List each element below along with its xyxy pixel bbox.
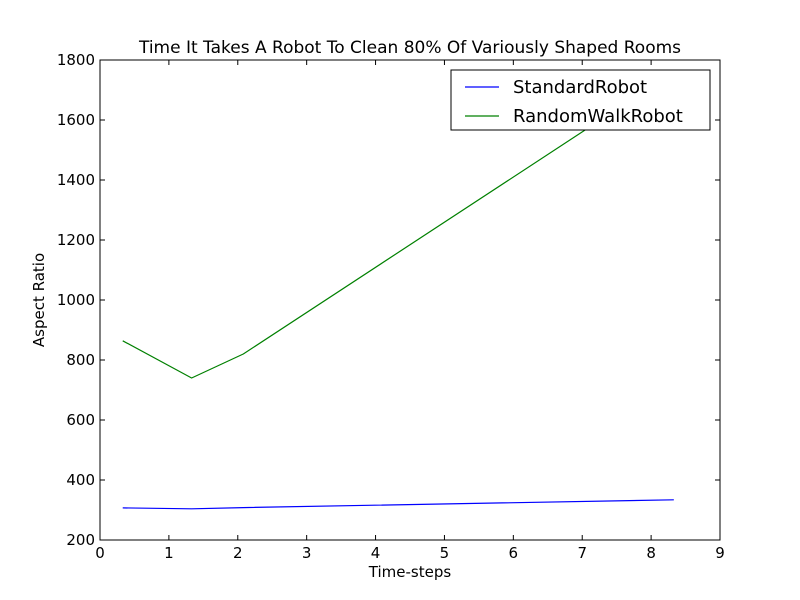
x-tick-label: 0 <box>95 544 105 562</box>
x-tick-label: 5 <box>440 544 450 562</box>
plot-background <box>100 60 720 540</box>
legend-label: StandardRobot <box>513 77 647 98</box>
x-tick-label: 7 <box>577 544 587 562</box>
x-tick-label: 9 <box>715 544 725 562</box>
x-axis-label: Time-steps <box>368 563 452 581</box>
y-tick-label: 800 <box>66 351 95 369</box>
plot-area: 0 1 2 3 4 5 6 7 8 9 200 400 600 800 1000 1200 1400 1600 18… <box>57 51 725 562</box>
y-tick-label: 1600 <box>57 111 95 129</box>
legend-box <box>450 69 711 131</box>
series-line-standardrobot <box>122 499 674 510</box>
x-tick-label: 4 <box>371 544 381 562</box>
plot-border <box>99 59 721 541</box>
series-layer <box>122 116 674 510</box>
y-tick-label: 1400 <box>57 171 95 189</box>
y-tick-label: 1000 <box>57 291 95 309</box>
x-tick-label: 2 <box>233 544 243 562</box>
legend-label: RandomWalkRobot <box>513 106 683 127</box>
y-tick-label: 200 <box>66 531 95 549</box>
y-tick-label: 1200 <box>57 231 95 249</box>
x-tick-label: 3 <box>302 544 312 562</box>
x-tick-label: 6 <box>509 544 519 562</box>
x-tick-label: 8 <box>646 544 656 562</box>
y-tick-label: 1800 <box>57 51 95 69</box>
legend: StandardRobot RandomWalkRobot <box>450 69 711 131</box>
tick-layer: 0 1 2 3 4 5 6 7 8 9 200 400 600 800 1000 1200 1400 1600 18… <box>57 51 725 562</box>
series-line-randomwalkrobot <box>122 116 606 379</box>
chart-title: Time It Takes A Robot To Clean 80% Of Va… <box>138 38 681 58</box>
y-tick-label: 400 <box>66 471 95 489</box>
y-tick-label: 600 <box>66 411 95 429</box>
y-axis-label: Aspect Ratio <box>30 253 48 347</box>
x-tick-label: 1 <box>164 544 174 562</box>
